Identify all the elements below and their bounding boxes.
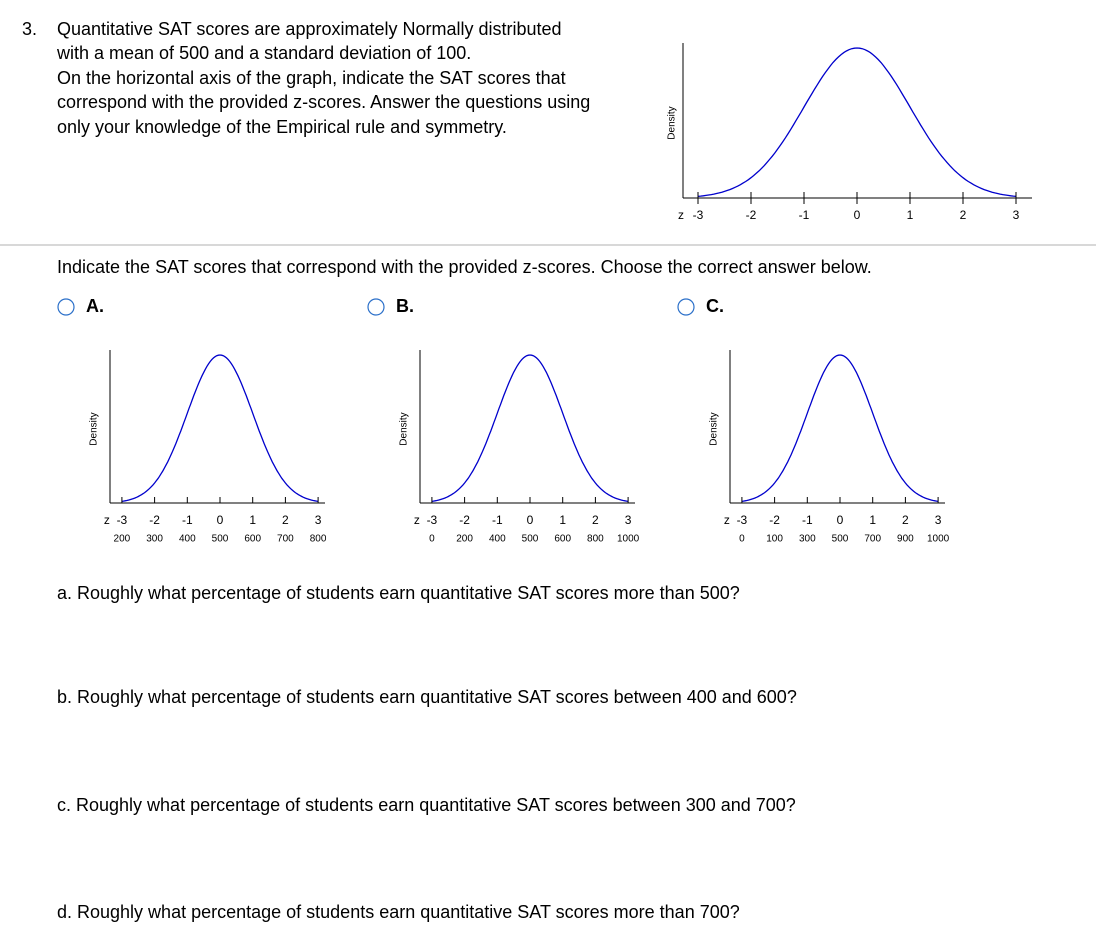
z-tick-label: 1 <box>249 513 256 527</box>
question-line: with a mean of 500 and a standard deviat… <box>56 43 471 63</box>
part-question: a. Roughly what percentage of students e… <box>57 583 740 603</box>
question-line: correspond with the provided z-scores. A… <box>57 92 590 112</box>
y-axis-label: Density <box>667 106 678 139</box>
z-tick-label: 2 <box>592 513 599 527</box>
score-label: 600 <box>554 534 571 545</box>
score-label: 600 <box>244 534 261 545</box>
z-tick-label: 1 <box>907 208 914 222</box>
score-label: 400 <box>489 534 506 545</box>
z-tick-label: -2 <box>769 513 780 527</box>
prompt: Indicate the SAT scores that correspond … <box>57 257 872 277</box>
z-tick-label: -1 <box>492 513 503 527</box>
z-tick-label: -1 <box>182 513 193 527</box>
score-label: 800 <box>587 534 604 545</box>
option-letter[interactable]: B. <box>396 296 414 316</box>
z-tick-label: -1 <box>802 513 813 527</box>
z-label: z <box>678 208 684 222</box>
score-label: 700 <box>864 534 881 545</box>
option-letter[interactable]: C. <box>706 296 724 316</box>
y-axis-label: Density <box>709 412 720 445</box>
z-tick-label: -2 <box>746 208 757 222</box>
question-line: On the horizontal axis of the graph, ind… <box>57 68 566 88</box>
score-label: 700 <box>277 534 294 545</box>
z-tick-label: -3 <box>117 513 128 527</box>
z-tick-label: -3 <box>427 513 438 527</box>
score-label: 500 <box>522 534 539 545</box>
normal-curve <box>431 354 629 503</box>
z-tick-label: 3 <box>935 513 942 527</box>
score-label: 300 <box>146 534 163 545</box>
z-tick-label: 0 <box>854 208 861 222</box>
y-axis-label: Density <box>89 412 100 445</box>
z-tick-label: 1 <box>869 513 876 527</box>
z-tick-label: 2 <box>282 513 289 527</box>
question-number: 3. <box>22 19 37 39</box>
radio-button[interactable] <box>57 298 75 316</box>
z-label: z <box>724 513 730 527</box>
score-label: 400 <box>179 534 196 545</box>
z-tick-label: 0 <box>217 513 224 527</box>
z-label: z <box>414 513 420 527</box>
z-tick-label: -2 <box>149 513 160 527</box>
z-tick-label: -1 <box>799 208 810 222</box>
normal-curve <box>741 354 939 503</box>
z-tick-label: 1 <box>559 513 566 527</box>
z-tick-label: -2 <box>459 513 470 527</box>
z-tick-label: 0 <box>837 513 844 527</box>
score-label: 1000 <box>617 534 640 545</box>
normal-curve <box>697 47 1017 197</box>
part-question: b. Roughly what percentage of students e… <box>57 687 797 707</box>
score-label: 1000 <box>927 534 950 545</box>
score-label: 0 <box>429 534 435 545</box>
part-question: d. Roughly what percentage of students e… <box>57 902 740 922</box>
question-line: Quantitative SAT scores are approximatel… <box>57 19 562 39</box>
radio-button[interactable] <box>677 298 695 316</box>
z-tick-label: 0 <box>527 513 534 527</box>
score-label: 500 <box>832 534 849 545</box>
score-label: 800 <box>310 534 327 545</box>
z-tick-label: 2 <box>902 513 909 527</box>
z-tick-label: 3 <box>625 513 632 527</box>
normal-curve <box>121 354 319 503</box>
radio-button[interactable] <box>367 298 385 316</box>
score-label: 200 <box>114 534 131 545</box>
score-label: 500 <box>212 534 229 545</box>
z-tick-label: -3 <box>737 513 748 527</box>
question-line: only your knowledge of the Empirical rul… <box>57 117 507 137</box>
option-letter[interactable]: A. <box>86 296 104 316</box>
z-tick-label: 3 <box>1013 208 1020 222</box>
score-label: 0 <box>739 534 745 545</box>
z-tick-label: -3 <box>693 208 704 222</box>
y-axis-label: Density <box>399 412 410 445</box>
score-label: 200 <box>456 534 473 545</box>
score-label: 300 <box>799 534 816 545</box>
z-tick-label: 3 <box>315 513 322 527</box>
z-tick-label: 2 <box>960 208 967 222</box>
z-label: z <box>104 513 110 527</box>
score-label: 100 <box>766 534 783 545</box>
part-question: c. Roughly what percentage of students e… <box>57 795 796 815</box>
score-label: 900 <box>897 534 914 545</box>
